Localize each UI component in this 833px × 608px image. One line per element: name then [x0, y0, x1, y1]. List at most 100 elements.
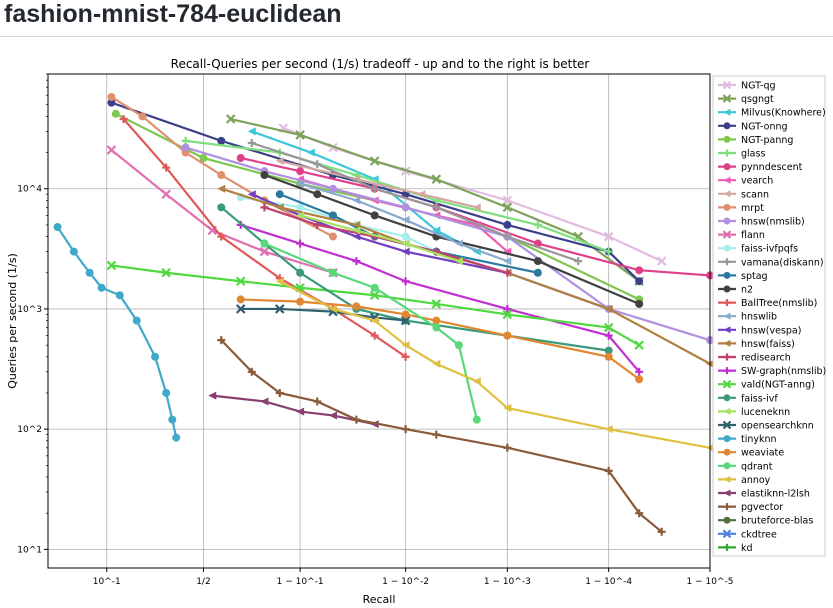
data-point [370, 184, 379, 193]
data-point [107, 92, 116, 101]
x-tick-label: 1 − 10^-3 [484, 577, 531, 587]
y-tick-label: 10^3 [17, 305, 42, 315]
legend-label: vamana(diskann) [741, 257, 824, 268]
data-point [199, 154, 208, 163]
data-point [503, 268, 512, 277]
chart: Recall-Queries per second (1/s) tradeoff… [6, 57, 826, 606]
legend-label: mrpt [741, 203, 764, 214]
legend-marker [723, 149, 731, 157]
data-point [259, 246, 270, 257]
legend-marker [723, 135, 731, 143]
data-point [401, 352, 410, 361]
data-point [151, 352, 160, 361]
legend-label: NGT-qg [741, 81, 776, 92]
data-point [604, 331, 613, 340]
legend-marker [723, 503, 731, 511]
data-point [161, 189, 171, 199]
data-point [247, 139, 256, 148]
legend-marker [723, 462, 731, 470]
data-point [401, 425, 410, 434]
legend-item: NGT-qg [718, 81, 776, 92]
legend-marker [723, 258, 731, 266]
data-point [603, 231, 614, 242]
legend-marker [723, 489, 731, 497]
data-point [431, 174, 442, 184]
legend-item: hnsw(faiss) [718, 339, 795, 350]
series-qdrant [260, 239, 481, 424]
legend-label: faiss-ivfpqfs [741, 244, 798, 255]
data-point [260, 239, 269, 248]
series-layer [53, 92, 714, 536]
data-point [217, 184, 226, 193]
data-point [431, 299, 442, 309]
data-point [111, 109, 120, 118]
legend-item: elastiknn-l2lsh [718, 489, 810, 500]
data-point [401, 203, 410, 212]
legend-marker [723, 516, 731, 524]
data-point [400, 315, 411, 326]
data-point [275, 157, 284, 166]
data-point [235, 276, 246, 287]
data-point [604, 304, 613, 313]
legend-item: BallTree(nmslib) [718, 298, 817, 309]
series-n2 [260, 171, 644, 308]
legend-label: hnsw(nmslib) [741, 217, 805, 228]
data-point [352, 196, 361, 205]
data-point [274, 304, 285, 314]
x-tick-label: 1/2 [196, 577, 210, 587]
legend-label: weaviate [741, 448, 784, 459]
data-point [217, 232, 226, 241]
data-point [296, 211, 305, 220]
data-point [370, 283, 379, 292]
x-tick-label: 10^-1 [93, 577, 121, 587]
data-point [656, 256, 667, 266]
legend-label: pynndescent [741, 162, 803, 173]
plot-frame [47, 73, 711, 569]
data-point [115, 291, 124, 300]
data-point [502, 195, 513, 206]
data-point [635, 266, 644, 275]
legend-label: hnswlib [741, 312, 777, 323]
legend-label: scann [741, 189, 769, 200]
legend-marker [723, 176, 731, 184]
data-point [417, 190, 426, 199]
legend-label: hnsw(vespa) [741, 325, 801, 336]
series-line [264, 173, 640, 305]
legend-item: faiss-ivfpqfs [718, 244, 798, 255]
data-point [275, 388, 284, 397]
legend-item: vamana(diskann) [718, 257, 824, 268]
data-point [503, 331, 512, 340]
data-point [635, 367, 644, 376]
legend-label: pgvector [741, 502, 783, 513]
legend-label: opensearchknn [741, 421, 814, 432]
data-point [328, 304, 337, 313]
legend-item: luceneknn [718, 407, 790, 418]
legend-item: mrpt [718, 203, 764, 214]
data-point [295, 130, 305, 140]
legend-item: sptag [718, 271, 768, 282]
legend-marker [723, 543, 731, 551]
series-line [240, 156, 711, 277]
data-point [369, 156, 380, 166]
legend-marker [723, 203, 731, 211]
y-ticks: 10^1 10^2 10^3 10^4 [17, 73, 48, 555]
legend-item: kd [718, 543, 753, 554]
legend-label: qdrant [741, 461, 773, 472]
data-point [260, 203, 269, 212]
data-point [432, 226, 441, 235]
data-point [604, 425, 613, 434]
data-point [328, 411, 337, 420]
series-ngt-panng [111, 109, 644, 304]
y-tick-label: 10^1 [17, 545, 42, 555]
data-point [296, 179, 305, 188]
data-point [313, 160, 322, 169]
data-point [306, 148, 315, 157]
data-point [502, 309, 513, 320]
legend-label: flann [741, 230, 765, 241]
data-point [275, 277, 284, 286]
legend-item: flann [718, 230, 765, 241]
legend-label: tinyknn [741, 434, 777, 445]
page-title: fashion-mnist-784-euclidean [4, 0, 342, 28]
legend-marker [723, 475, 731, 483]
data-point [432, 323, 441, 332]
